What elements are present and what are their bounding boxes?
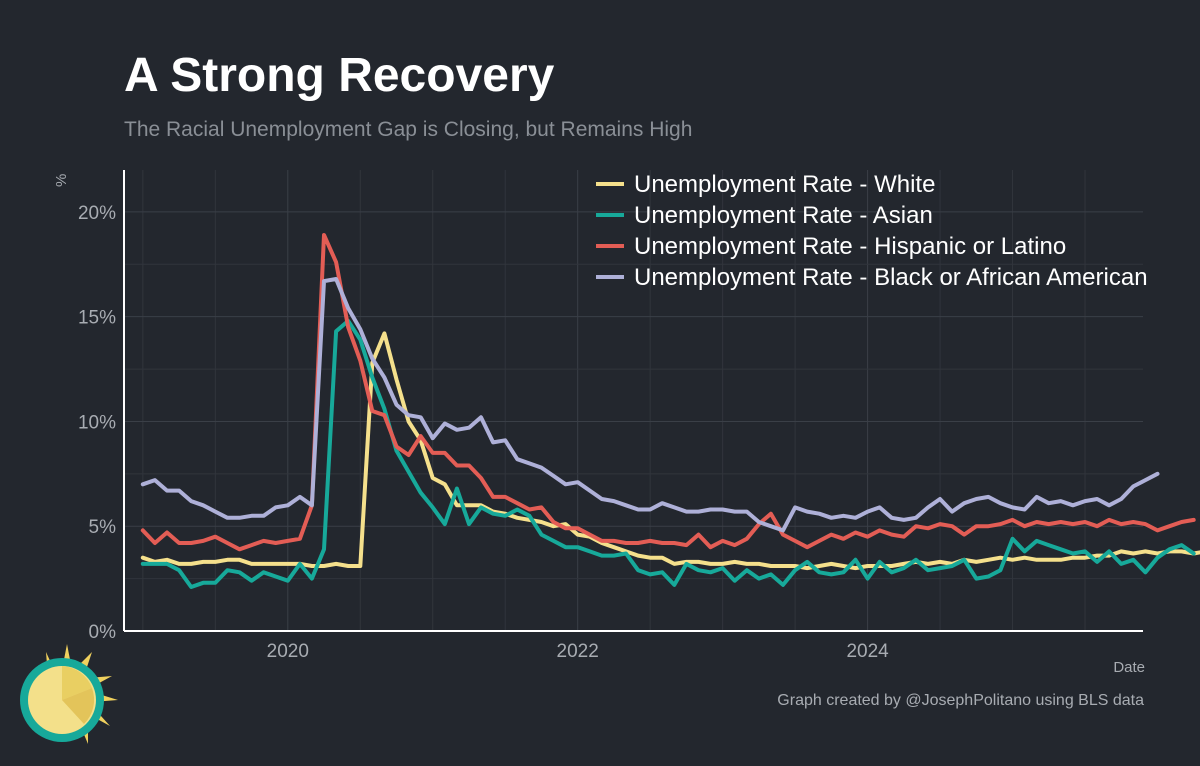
tick-labels: 0% 5% 10% 15% 20% 2020 2022 2024 <box>78 203 889 662</box>
chart-title: A Strong Recovery <box>124 49 555 102</box>
y-tick-label: 20% <box>78 203 116 224</box>
chart-subtitle: The Racial Unemployment Gap is Closing, … <box>124 118 693 141</box>
legend: Unemployment Rate - White Unemployment Ra… <box>596 171 1148 291</box>
legend-label: Unemployment Rate - Asian <box>634 202 933 229</box>
sun-logo-icon <box>20 644 118 744</box>
legend-label: Unemployment Rate - White <box>634 171 935 198</box>
y-tick-label: 10% <box>78 412 116 433</box>
y-tick-label: 5% <box>89 517 117 538</box>
y-tick-label: 0% <box>89 622 117 643</box>
axes <box>123 170 1143 632</box>
y-tick-label: 15% <box>78 308 116 329</box>
x-tick-label: 2024 <box>846 641 889 662</box>
series-line-3 <box>140 277 1160 533</box>
x-axis-title: Date <box>1113 659 1145 676</box>
source-credit: Graph created by @JosephPolitano using B… <box>777 692 1144 709</box>
series-line-0 <box>140 331 1200 571</box>
grid <box>124 170 1143 631</box>
series-line-1 <box>140 318 1196 589</box>
legend-label: Unemployment Rate - Hispanic or Latino <box>634 233 1066 260</box>
legend-label: Unemployment Rate - Black or African Ame… <box>634 264 1148 291</box>
x-tick-label: 2020 <box>267 641 309 662</box>
series-lines <box>140 233 1200 589</box>
x-tick-label: 2022 <box>557 641 599 662</box>
y-axis-title: % <box>53 174 70 187</box>
